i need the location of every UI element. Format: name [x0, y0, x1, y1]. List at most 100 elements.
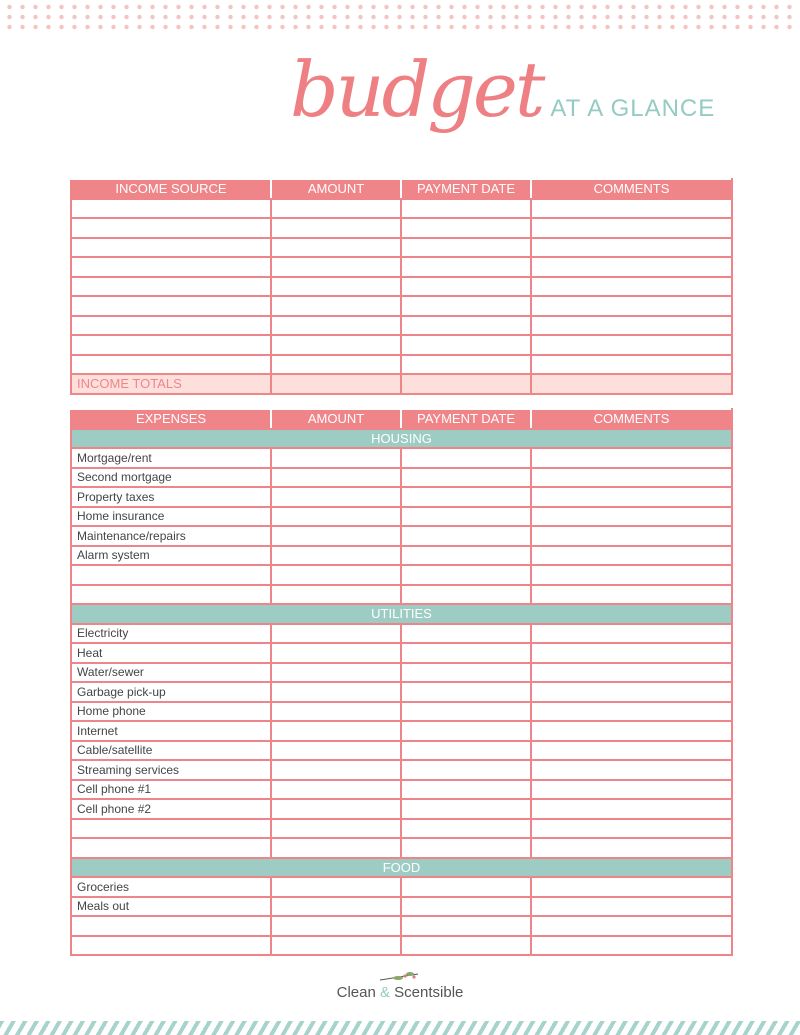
income-cell[interactable]	[70, 197, 272, 219]
expense-cell[interactable]	[530, 876, 733, 898]
expense-cell[interactable]	[270, 622, 402, 644]
expense-cell[interactable]	[270, 583, 402, 605]
income-cell[interactable]	[270, 295, 402, 317]
expense-cell[interactable]	[400, 544, 532, 566]
expense-cell[interactable]	[270, 505, 402, 527]
expense-cell[interactable]	[400, 564, 532, 586]
expense-cell[interactable]	[400, 915, 532, 937]
expense-cell[interactable]	[400, 505, 532, 527]
expense-cell[interactable]	[270, 544, 402, 566]
income-cell[interactable]	[70, 353, 272, 375]
income-cell[interactable]	[530, 295, 733, 317]
expense-cell[interactable]	[400, 525, 532, 547]
expense-cell[interactable]	[530, 681, 733, 703]
expense-cell[interactable]	[530, 778, 733, 800]
expense-cell[interactable]	[400, 934, 532, 956]
income-totals-cell[interactable]	[400, 373, 532, 395]
income-cell[interactable]	[270, 314, 402, 336]
income-cell[interactable]	[530, 314, 733, 336]
income-cell[interactable]	[400, 197, 532, 219]
expense-cell[interactable]	[400, 642, 532, 664]
income-cell[interactable]	[400, 236, 532, 258]
expense-cell[interactable]	[530, 700, 733, 722]
income-cell[interactable]	[70, 217, 272, 239]
expense-cell[interactable]	[270, 525, 402, 547]
income-totals-cell[interactable]	[270, 373, 402, 395]
expense-cell[interactable]	[270, 759, 402, 781]
expense-cell[interactable]	[530, 525, 733, 547]
expense-cell[interactable]	[530, 837, 733, 859]
expense-cell[interactable]	[530, 466, 733, 488]
expense-cell[interactable]	[270, 739, 402, 761]
expense-cell[interactable]	[270, 642, 402, 664]
income-cell[interactable]	[530, 236, 733, 258]
expense-cell[interactable]	[400, 817, 532, 839]
income-cell[interactable]	[530, 256, 733, 278]
income-cell[interactable]	[530, 217, 733, 239]
income-cell[interactable]	[70, 275, 272, 297]
income-cell[interactable]	[530, 275, 733, 297]
expense-cell[interactable]	[270, 681, 402, 703]
expense-cell[interactable]	[530, 934, 733, 956]
expense-cell[interactable]	[400, 681, 532, 703]
expense-cell[interactable]	[400, 778, 532, 800]
income-cell[interactable]	[400, 314, 532, 336]
income-totals-cell[interactable]	[530, 373, 733, 395]
expense-cell[interactable]	[270, 778, 402, 800]
expense-cell[interactable]	[530, 720, 733, 742]
expense-cell[interactable]	[270, 837, 402, 859]
expense-cell[interactable]	[400, 720, 532, 742]
income-cell[interactable]	[400, 334, 532, 356]
expense-cell[interactable]	[530, 447, 733, 469]
income-cell[interactable]	[70, 314, 272, 336]
income-cell[interactable]	[270, 275, 402, 297]
income-cell[interactable]	[270, 217, 402, 239]
expense-cell[interactable]	[270, 876, 402, 898]
expense-cell[interactable]	[530, 583, 733, 605]
expense-cell[interactable]	[270, 447, 402, 469]
income-cell[interactable]	[70, 295, 272, 317]
expense-cell[interactable]	[530, 817, 733, 839]
income-cell[interactable]	[270, 236, 402, 258]
expense-cell[interactable]	[400, 739, 532, 761]
expense-cell[interactable]	[270, 700, 402, 722]
expense-cell[interactable]	[400, 583, 532, 605]
income-cell[interactable]	[400, 275, 532, 297]
expense-cell[interactable]	[400, 486, 532, 508]
expense-cell[interactable]	[530, 661, 733, 683]
expense-cell[interactable]	[530, 486, 733, 508]
income-cell[interactable]	[400, 217, 532, 239]
expense-cell[interactable]	[530, 622, 733, 644]
expense-cell[interactable]	[270, 895, 402, 917]
expense-cell[interactable]	[400, 466, 532, 488]
expense-cell[interactable]	[400, 759, 532, 781]
income-cell[interactable]	[70, 256, 272, 278]
expense-cell[interactable]	[270, 934, 402, 956]
expense-cell[interactable]	[400, 895, 532, 917]
expense-cell[interactable]	[270, 661, 402, 683]
expense-cell[interactable]	[530, 564, 733, 586]
expense-cell[interactable]	[270, 486, 402, 508]
income-cell[interactable]	[400, 295, 532, 317]
expense-cell[interactable]	[530, 739, 733, 761]
income-cell[interactable]	[70, 236, 272, 258]
expense-cell[interactable]	[400, 622, 532, 644]
expense-cell[interactable]	[530, 915, 733, 937]
expense-cell[interactable]	[270, 915, 402, 937]
expense-cell[interactable]	[530, 895, 733, 917]
income-cell[interactable]	[270, 353, 402, 375]
expense-cell[interactable]	[400, 798, 532, 820]
expense-cell[interactable]	[400, 447, 532, 469]
expense-cell[interactable]	[270, 817, 402, 839]
income-cell[interactable]	[270, 256, 402, 278]
expense-cell[interactable]	[530, 759, 733, 781]
expense-cell[interactable]	[530, 798, 733, 820]
expense-cell[interactable]	[530, 642, 733, 664]
expense-cell[interactable]	[400, 661, 532, 683]
expense-cell[interactable]	[270, 466, 402, 488]
income-cell[interactable]	[270, 334, 402, 356]
income-cell[interactable]	[70, 334, 272, 356]
expense-cell[interactable]	[400, 837, 532, 859]
expense-cell[interactable]	[530, 544, 733, 566]
income-cell[interactable]	[530, 353, 733, 375]
